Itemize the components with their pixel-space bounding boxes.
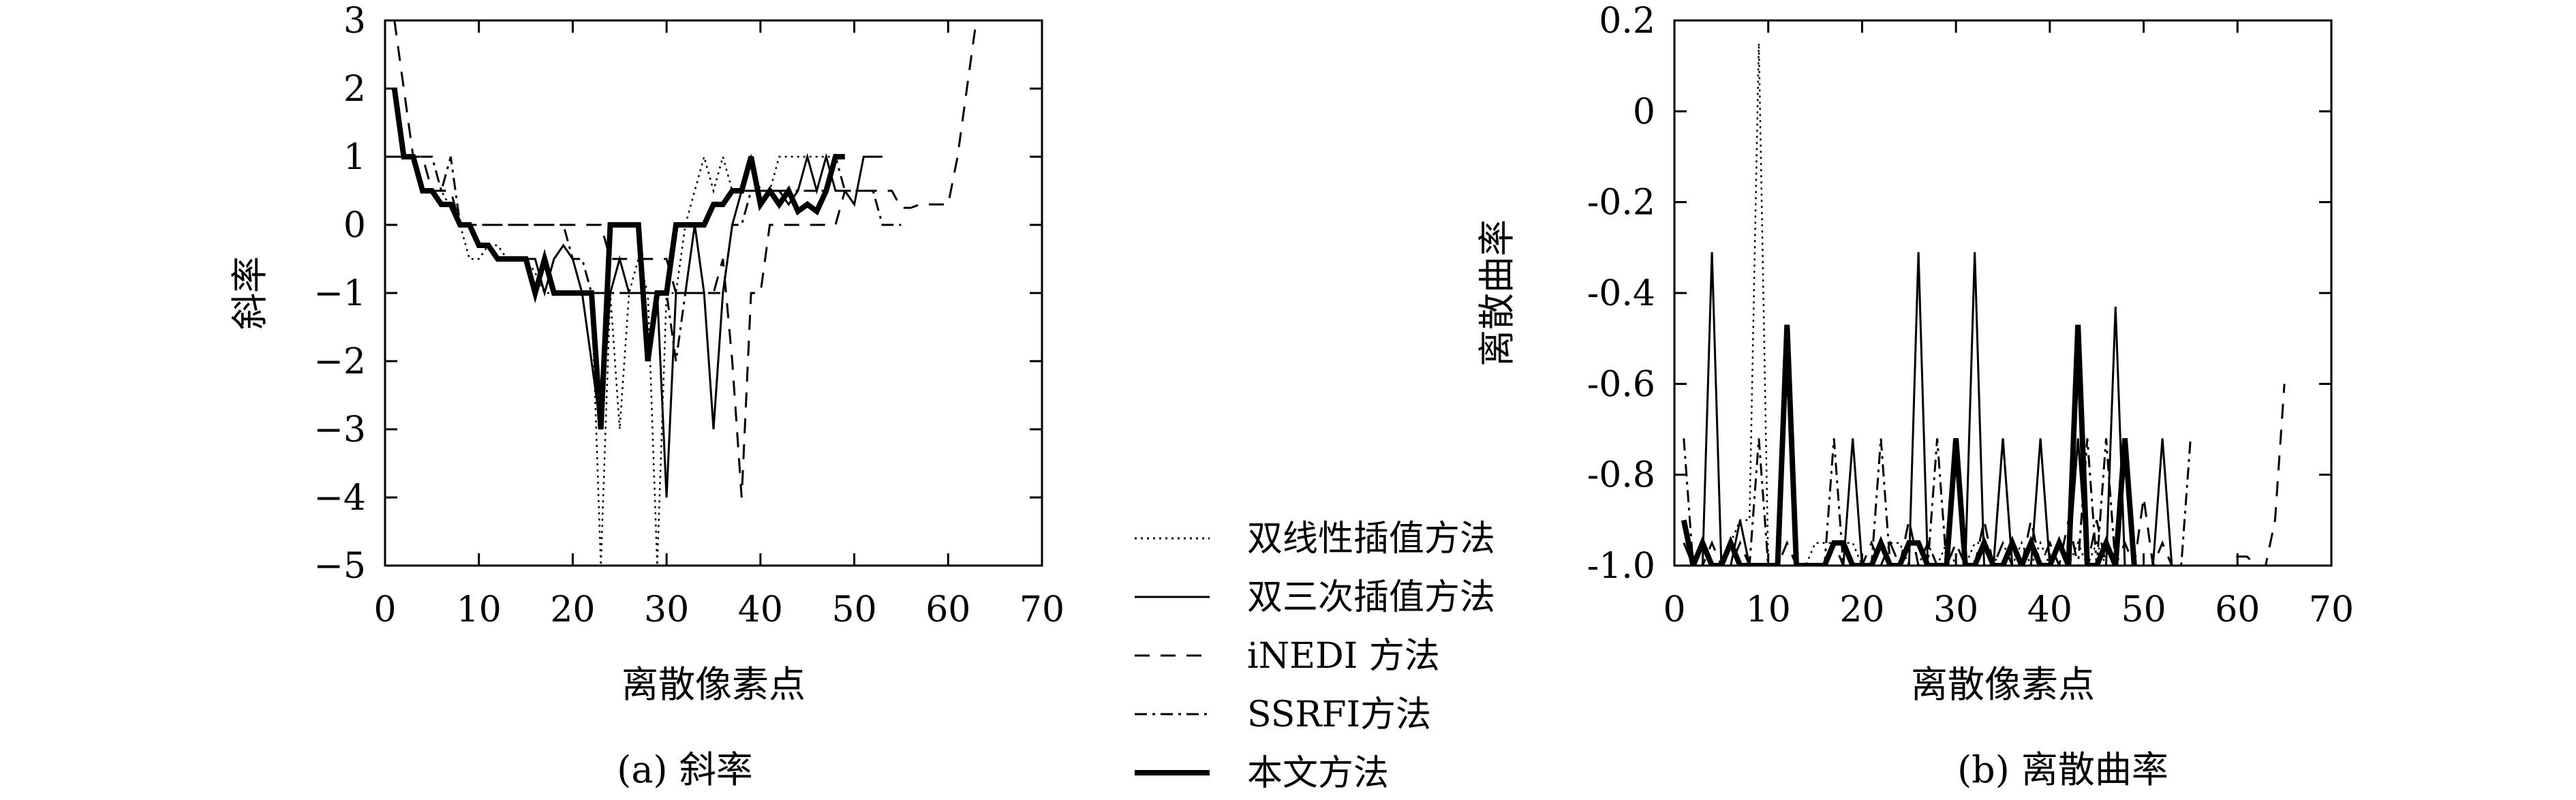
slope-y-tick-label: −3 [313,410,366,450]
curvature-ticks: 0 10 20 30 40 50 60 70 0.2 0 -0.2 -0.4 -0.6 -0.8 -1.0 [1587,1,2354,630]
slope-y-tick-label: −1 [313,273,366,314]
slope-series-group [391,20,978,566]
curvature-y-axis-label: 离散曲率 [1475,219,1518,367]
slope-y-tick-label: 1 [343,137,366,178]
slope-x-tick-label: 10 [457,589,502,630]
slope-y-tick-label: −4 [313,478,366,519]
slope-y-tick-label: −5 [313,546,366,587]
curvature-series-bicubic [1683,251,2173,566]
curvature-y-tick-label: -0.8 [1587,455,1655,496]
curvature-y-tick-label: -0.2 [1587,183,1655,224]
curvature-x-tick-label: 60 [2215,589,2260,630]
curvature-x-tick-label: 20 [1839,589,1884,630]
slope-series-bilinear [393,88,845,566]
curvature-y-tick-label: 0 [1633,91,1655,132]
legend-label-bilinear: 双线性插值方法 [1247,519,1495,559]
slope-series-ssrfi [394,153,902,362]
curvature-x-tick-label: 0 [1663,589,1685,630]
curvature-x-tick-label: 70 [2309,589,2354,630]
slope-x-tick-label: 40 [738,589,783,630]
curvature-x-tick-label: 50 [2121,589,2166,630]
slope-y-tick-label: −2 [313,341,366,382]
curvature-series-inedi [1683,384,2286,566]
curvature-x-axis-label: 离散像素点 [1911,663,2095,706]
slope-x-tick-label: 0 [373,589,396,630]
curvature-series-group [1681,43,2286,566]
slope-y-axis-label: 斜率 [228,256,271,330]
curvature-plot-frame [1673,19,2333,567]
slope-y-tick-label: 0 [343,205,366,246]
curvature-x-tick-label: 40 [2027,589,2072,630]
slope-y-tick-label: 3 [343,1,366,42]
curvature-series-bilinear [1683,43,2134,566]
curvature-panel-caption: (b) 离散曲率 [1957,748,2168,791]
legend-label-inedi: iNEDI 方法 [1247,636,1440,677]
slope-series-proposed [391,88,845,430]
legend-label-ssrfi: SSRFI方法 [1247,694,1431,735]
curvature-y-tick-label: -0.4 [1587,273,1655,314]
curvature-x-tick-label: 10 [1746,589,1791,630]
curvature-y-tick-label: -0.6 [1587,364,1655,405]
slope-panel-caption: (a) 斜率 [617,748,753,791]
curvature-y-tick-label: 0.2 [1599,1,1655,42]
slope-x-tick-label: 70 [1019,589,1064,630]
curvature-series-proposed [1681,324,2137,566]
legend-label-bicubic: 双三次插值方法 [1247,577,1495,618]
legend: 双线性插值方法 双三次插值方法 iNEDI 方法 SSRFI方法 本文方法 [1135,519,1495,794]
curvature-panel: 0 10 20 30 40 50 60 700.20-0.2-0.4-0.6-0.8-1.0 … [1475,1,2354,791]
curvature-x-tick-label: 30 [1933,589,1978,630]
legend-label-proposed: 本文方法 [1247,753,1389,794]
slope-x-tick-label: 50 [831,589,876,630]
slope-x-axis-label: 离散像素点 [622,663,806,706]
slope-series-inedi [393,20,978,498]
curvature-y-tick-label: -1.0 [1587,546,1655,587]
slope-y-tick-label: 2 [343,69,366,110]
slope-x-tick-label: 20 [550,589,595,630]
curvature-series-ssrfi [1683,438,2192,566]
slope-x-tick-label: 60 [925,589,970,630]
slope-x-tick-label: 30 [644,589,689,630]
